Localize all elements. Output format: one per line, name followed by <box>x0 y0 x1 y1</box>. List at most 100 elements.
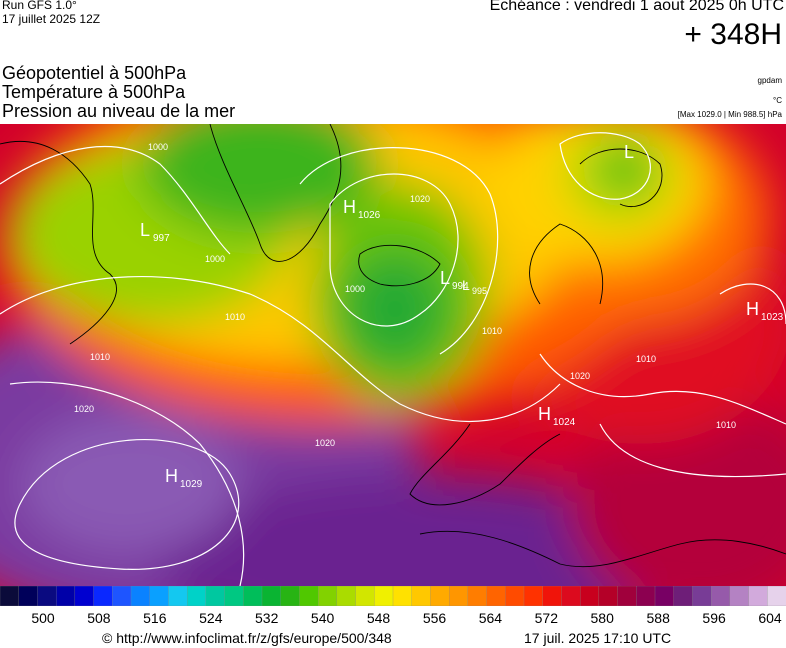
legend-swatch <box>579 586 600 606</box>
legend-tick-label: 588 <box>646 610 670 626</box>
legend-tick-label: 524 <box>199 610 223 626</box>
legend-swatch <box>261 586 282 606</box>
layer-temperature-title: Température à 500hPa <box>2 82 186 102</box>
svg-text:1029: 1029 <box>180 479 203 490</box>
layer-pressure-title: Pression au niveau de la mer <box>2 101 236 121</box>
legend-swatch <box>467 586 488 606</box>
low-pressure-center: L <box>624 142 634 162</box>
source-credit[interactable]: © http://www.infoclimat.fr/z/gfs/europe/… <box>102 630 392 646</box>
legend-swatch <box>355 586 375 606</box>
run-date: 17 juillet 2025 12Z <box>2 12 101 26</box>
pressure-centers: H 1029 H 1024 H 1023 H 1026 L 997 L 994 … <box>140 142 784 490</box>
isobar-label: 1000 <box>205 254 225 264</box>
svg-text:1023: 1023 <box>761 312 784 323</box>
legend-swatch <box>186 586 207 606</box>
forecast-valid-time: Echéance : vendredi 1 aout 2025 0h UTC <box>489 0 784 14</box>
legend-swatch <box>411 586 432 606</box>
legend-tick-label: 556 <box>422 610 447 626</box>
legend-swatch <box>392 586 413 606</box>
isobar-label: 1010 <box>716 420 736 430</box>
low-pressure-center: L 995 <box>462 277 487 296</box>
temperature-unit: °C <box>773 96 782 105</box>
legend-tick-label: 596 <box>702 610 726 626</box>
coastlines <box>0 124 786 568</box>
legend-swatch <box>430 586 450 606</box>
legend-tick-label: 532 <box>255 610 279 626</box>
legend-swatch <box>243 586 263 606</box>
legend-tick-label: 500 <box>31 610 55 626</box>
svg-text:L: L <box>462 277 470 293</box>
svg-text:1026: 1026 <box>358 210 381 221</box>
geopotential-unit: gpdam <box>757 76 782 85</box>
legend-swatch <box>542 586 563 606</box>
legend-swatch <box>710 586 731 606</box>
isobar-label: 1010 <box>225 312 245 322</box>
legend-swatch <box>205 586 226 606</box>
isobar-label: 1010 <box>90 352 110 362</box>
legend-swatch <box>748 586 768 606</box>
legend-swatch <box>299 586 319 606</box>
legend-swatch <box>448 586 469 606</box>
layer-geopotential-title: Géopotentiel à 500hPa <box>2 63 187 83</box>
legend-swatch <box>55 586 76 606</box>
legend-tick-label: 540 <box>310 610 335 626</box>
legend-swatch <box>523 586 544 606</box>
high-pressure-center: H 1024 <box>538 404 576 428</box>
legend-swatch <box>224 586 244 606</box>
isobar-label: 1010 <box>482 326 502 336</box>
svg-text:H: H <box>538 404 551 424</box>
legend-swatch <box>561 586 581 606</box>
generation-time: 17 juil. 2025 17:10 UTC <box>524 630 672 646</box>
legend-tick-label: 580 <box>590 610 614 626</box>
svg-text:H: H <box>746 299 759 319</box>
geopotential-field <box>0 124 786 586</box>
svg-text:994: 994 <box>452 281 469 292</box>
legend-swatch <box>692 586 712 606</box>
legend-tick-label: 508 <box>87 610 111 626</box>
legend-swatch <box>280 586 301 606</box>
legend-swatch <box>505 586 525 606</box>
svg-text:L: L <box>624 142 634 162</box>
legend-swatch <box>18 586 39 606</box>
isobar-labels: 1000 1000 1010 1010 1020 1020 1020 1010 … <box>74 142 736 448</box>
legend-swatch <box>654 586 675 606</box>
isobars <box>0 132 786 586</box>
isobar-label: 1000 <box>345 284 365 294</box>
legend-tick-label: 572 <box>534 610 558 626</box>
legend-tick-label: 548 <box>366 610 391 626</box>
legend-swatch <box>130 586 151 606</box>
high-pressure-center: H 1026 <box>343 197 381 221</box>
pressure-range: [Max 1029.0 | Min 988.5] hPa <box>677 110 782 119</box>
svg-text:L: L <box>140 220 150 240</box>
legend-swatch <box>93 586 113 606</box>
isobar-label: 1020 <box>315 438 335 448</box>
legend-swatch <box>37 586 57 606</box>
legend-swatch <box>617 586 637 606</box>
isobar-label: 1020 <box>410 194 430 204</box>
color-scale-legend <box>0 586 786 606</box>
svg-text:995: 995 <box>472 286 487 296</box>
model-label: Run GFS 1.0° <box>2 0 77 12</box>
legend-swatch <box>112 586 132 606</box>
legend-tick-label: 564 <box>478 610 503 626</box>
legend-swatch <box>767 586 786 606</box>
legend-swatch <box>673 586 694 606</box>
svg-text:H: H <box>165 466 178 486</box>
low-pressure-center: L 997 <box>140 220 170 244</box>
legend-tick-label: 516 <box>143 610 167 626</box>
legend-swatch <box>636 586 656 606</box>
isobar-label: 1000 <box>148 142 168 152</box>
svg-text:H: H <box>343 197 356 217</box>
forecast-lead-time: + 348H <box>684 18 782 51</box>
legend-swatch <box>598 586 619 606</box>
legend-swatch <box>374 586 394 606</box>
low-pressure-center: L 994 <box>440 268 469 292</box>
high-pressure-center: H 1023 <box>746 299 784 323</box>
svg-text:997: 997 <box>153 233 170 244</box>
legend-tick-label: 604 <box>758 610 782 626</box>
isobar-label: 1020 <box>74 404 94 414</box>
high-pressure-center: H 1029 <box>165 466 203 490</box>
legend-swatch <box>486 586 506 606</box>
legend-swatch <box>729 586 750 606</box>
forecast-map[interactable]: 1000 1000 1010 1010 1020 1020 1020 1010 … <box>0 124 786 586</box>
